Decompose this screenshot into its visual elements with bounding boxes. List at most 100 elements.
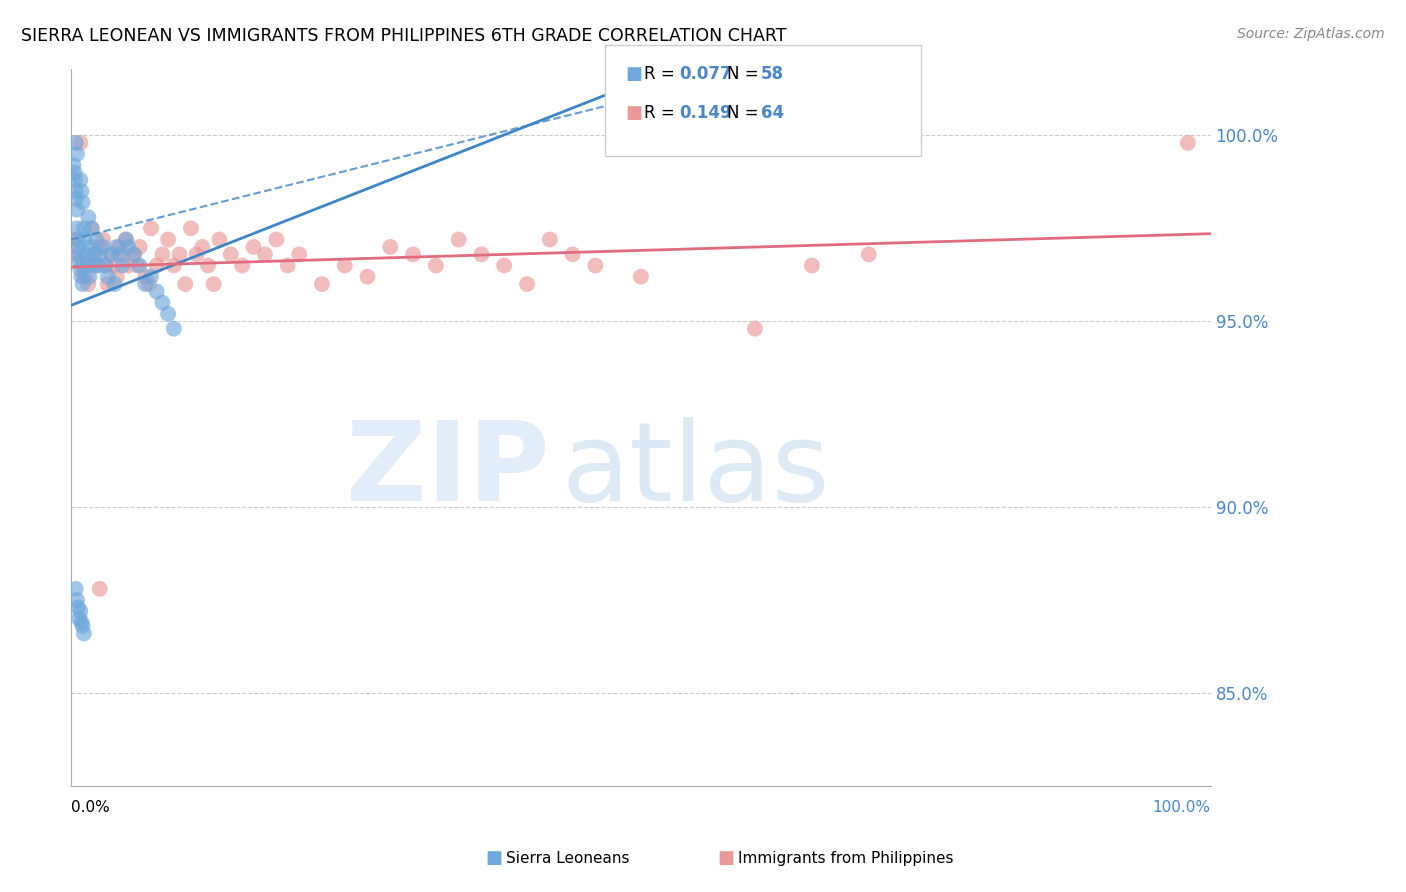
Point [67,232,90,246]
Point [128,259,150,273]
Point [134,277,156,291]
Point [82,259,104,273]
Point [89,582,111,596]
Point [63,173,86,187]
Point [583,259,606,273]
Point [67,600,90,615]
Point [63,165,86,179]
Point [69,136,91,150]
Point [117,259,139,273]
Point [169,247,191,261]
Point [105,240,128,254]
Point [208,232,231,246]
Point [800,259,823,273]
Text: ZIP: ZIP [346,417,550,524]
Point [79,269,101,284]
Point [128,240,150,254]
Point [122,247,145,261]
Point [66,202,89,217]
Point [630,269,652,284]
Point [1177,136,1199,150]
Point [380,240,402,254]
Point [266,232,288,246]
Point [69,262,91,277]
Point [77,277,100,291]
Point [231,259,253,273]
Point [84,259,107,273]
Point [191,240,214,254]
Point [186,247,208,261]
Point [858,247,880,261]
Point [100,247,122,261]
Point [87,259,110,273]
Point [163,259,186,273]
Point [73,221,96,235]
Point [425,259,447,273]
Text: 0.149: 0.149 [679,104,731,122]
Point [117,240,139,254]
Point [67,247,90,261]
Text: Sierra Leoneans: Sierra Leoneans [506,851,630,865]
Point [538,232,561,246]
Point [103,277,125,291]
Point [70,269,93,284]
Point [69,173,91,187]
Text: R =: R = [644,104,681,122]
Point [197,259,219,273]
Point [67,254,90,268]
Point [152,295,174,310]
Text: 100.0%: 100.0% [1153,800,1211,815]
Point [288,247,311,261]
Point [152,247,174,261]
Text: 0.0%: 0.0% [72,800,110,815]
Point [157,232,180,246]
Point [72,195,94,210]
Point [94,259,117,273]
Text: Immigrants from Philippines: Immigrants from Philippines [738,851,953,865]
Point [103,259,125,273]
Point [134,269,156,284]
Point [333,259,356,273]
Point [402,247,425,261]
Point [145,285,167,299]
Point [91,240,114,254]
Point [65,582,87,596]
Text: Source: ZipAtlas.com: Source: ZipAtlas.com [1237,27,1385,41]
Point [66,221,89,235]
Text: 58: 58 [761,65,783,83]
Point [66,593,89,607]
Point [70,184,93,198]
Point [72,277,94,291]
Point [65,184,87,198]
Point [83,247,105,261]
Point [62,158,84,172]
Point [174,277,197,291]
Text: SIERRA LEONEAN VS IMMIGRANTS FROM PHILIPPINES 6TH GRADE CORRELATION CHART: SIERRA LEONEAN VS IMMIGRANTS FROM PHILIP… [21,27,786,45]
Point [111,247,134,261]
Point [277,259,299,273]
Point [447,232,470,246]
Text: 64: 64 [761,104,783,122]
Point [91,232,114,246]
Point [72,619,94,633]
Point [127,259,149,273]
Text: R =: R = [644,65,681,83]
Point [180,221,202,235]
Point [77,210,100,224]
Point [80,221,103,235]
Point [494,259,516,273]
Point [115,232,138,246]
Point [73,626,96,640]
Point [115,232,138,246]
Point [122,247,145,261]
Text: ■: ■ [485,849,502,867]
Point [163,321,186,335]
Point [66,147,89,161]
Point [76,259,98,273]
Point [83,247,105,261]
Point [65,136,87,150]
Point [89,240,111,254]
Point [138,277,160,291]
Point [105,269,128,284]
Point [84,232,107,246]
